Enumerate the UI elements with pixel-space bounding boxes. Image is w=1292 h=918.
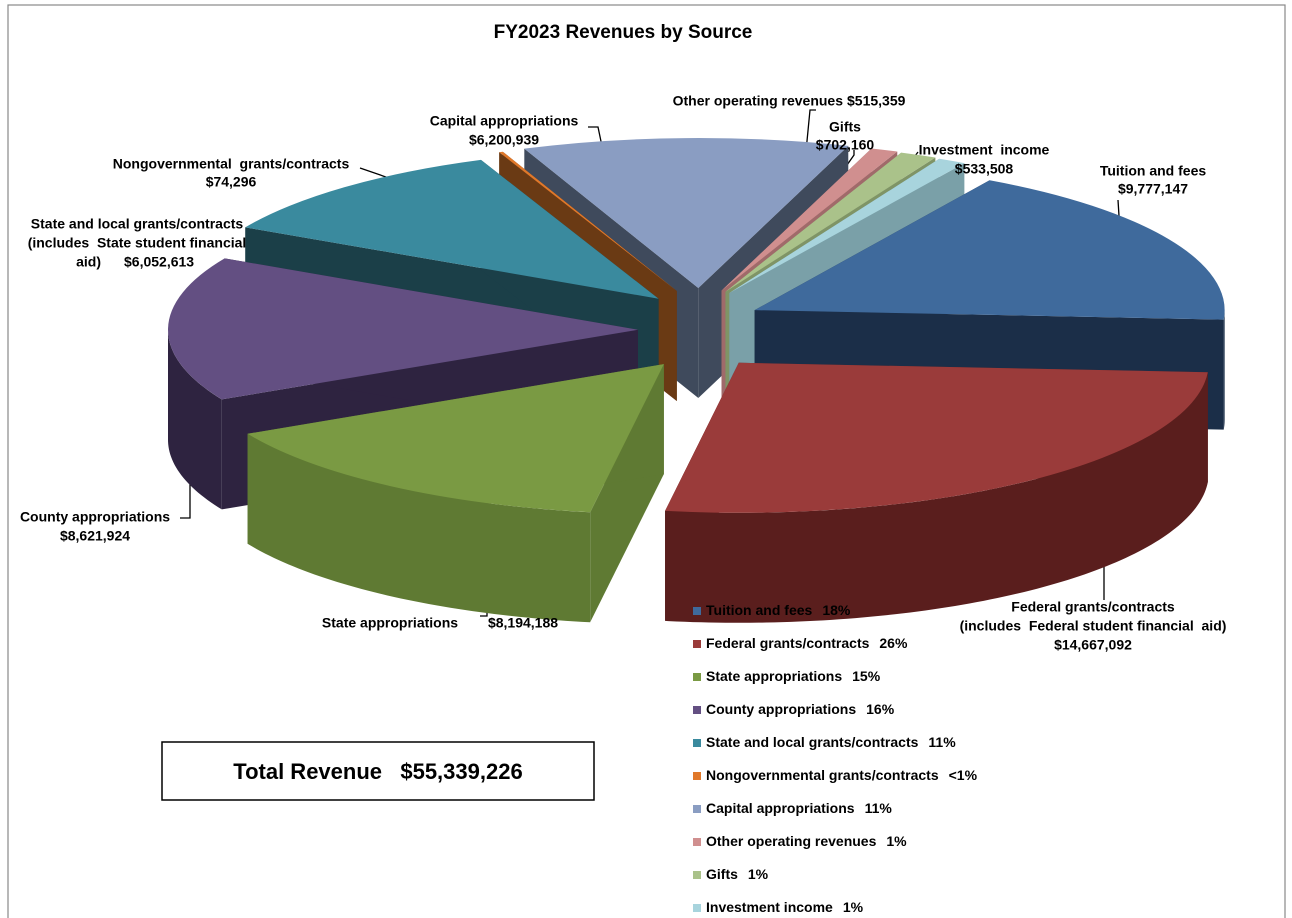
legend-percent: 16%	[866, 701, 895, 717]
slice-top	[499, 151, 677, 292]
slice	[247, 364, 664, 623]
data-label: $6,200,939	[469, 132, 539, 148]
legend-percent: <1%	[949, 767, 978, 783]
slice-top	[729, 158, 965, 294]
legend-swatch	[693, 838, 701, 846]
legend-percent: 1%	[843, 899, 864, 915]
slice-label: Federal grants/contracts	[1011, 599, 1175, 615]
legend-entry: Other operating revenues 1%	[706, 833, 907, 849]
slice-label: Other operating revenues	[673, 93, 844, 109]
slice-outer-wall	[665, 372, 1208, 623]
legend-label: Nongovernmental grants/contracts	[706, 767, 939, 783]
legend-entry: Capital appropriations 11%	[706, 800, 892, 816]
legend-label: Investment income	[706, 899, 833, 915]
legend-label: Federal grants/contracts	[706, 635, 870, 651]
slice-top	[524, 138, 849, 289]
legend-entry: Investment income 1%	[706, 899, 864, 915]
legend-swatch	[693, 673, 701, 681]
pie	[168, 138, 1225, 623]
slice-outer-wall	[168, 329, 222, 510]
slice-label: Investment income	[919, 142, 1050, 158]
slice-top	[245, 159, 659, 299]
legend-swatch	[693, 871, 701, 879]
data-label: $6,052,613	[124, 254, 194, 270]
legend-swatch	[693, 739, 701, 747]
legend-swatch	[693, 772, 701, 780]
legend-percent: 11%	[928, 734, 956, 750]
slice-top	[247, 364, 664, 513]
data-label: $74,296	[206, 174, 257, 190]
slice-label: State appropriations	[322, 615, 458, 631]
legend-entry: Tuition and fees 18%	[706, 602, 851, 618]
total-annotation: Total Revenue $55,339,226	[233, 759, 522, 784]
legend-swatch	[693, 640, 701, 648]
slice-top	[168, 258, 639, 400]
slice-label: County appropriations	[20, 509, 170, 525]
slice-outer-wall	[1223, 310, 1225, 430]
legend-percent: 1%	[886, 833, 907, 849]
legend-percent: 11%	[865, 800, 893, 816]
total-box	[161, 741, 595, 801]
data-label: $8,621,924	[60, 528, 130, 544]
legend-label: County appropriations	[706, 701, 856, 717]
legend-percent: 1%	[748, 866, 769, 882]
legend-percent: 18%	[822, 602, 851, 618]
data-label: $9,777,147	[1118, 181, 1188, 197]
slice-label: (includes State student financial	[28, 235, 247, 251]
legend-entry: County appropriations 16%	[706, 701, 895, 717]
legend-swatch	[693, 706, 701, 714]
data-label: $14,667,092	[1054, 637, 1132, 653]
data-label: $8,194,188	[488, 615, 558, 631]
slice-outer-wall	[247, 433, 591, 623]
slice-label: Gifts	[829, 119, 861, 135]
data-label: $702,160	[816, 137, 875, 153]
data-label: $515,359	[847, 93, 906, 109]
slice-label: Nongovernmental grants/contracts	[113, 156, 350, 172]
legend-entry: Federal grants/contracts 26%	[706, 635, 908, 651]
legend-swatch	[693, 607, 701, 615]
legend-label: Tuition and fees	[706, 602, 813, 618]
legend-percent: 26%	[879, 635, 908, 651]
slice-label: aid)	[76, 254, 101, 270]
slice-top	[721, 148, 898, 291]
legend-label: State and local grants/contracts	[706, 734, 919, 750]
slice-label: Capital appropriations	[430, 113, 579, 129]
slice-label: Tuition and fees	[1100, 163, 1207, 179]
legend-label: Other operating revenues	[706, 833, 877, 849]
legend-swatch	[693, 904, 701, 912]
legend-label: Capital appropriations	[706, 800, 855, 816]
legend-percent: 15%	[852, 668, 881, 684]
chart-title: FY2023 Revenues by Source	[494, 22, 753, 43]
data-label: $533,508	[955, 161, 1014, 177]
legend: Tuition and fees 18% Federal grants/contra…	[693, 602, 978, 915]
slice-label: (includes Federal student financial aid)	[960, 618, 1227, 634]
slice-top	[754, 180, 1225, 320]
legend-swatch	[693, 805, 701, 813]
slice	[665, 362, 1208, 623]
legend-entry: Gifts 1%	[706, 866, 769, 882]
slice-labels: Tuition and fees $9,777,147 Federal grants…	[20, 93, 1226, 653]
legend-label: State appropriations	[706, 668, 842, 684]
legend-entry: State appropriations 15%	[706, 668, 881, 684]
legend-entry: Nongovernmental grants/contracts <1%	[706, 767, 978, 783]
slice-label: State and local grants/contracts	[31, 216, 244, 232]
slice-top	[725, 152, 936, 292]
slice-top	[665, 362, 1208, 513]
legend-label: Gifts	[706, 866, 738, 882]
legend-entry: State and local grants/contracts 11%	[706, 734, 956, 750]
